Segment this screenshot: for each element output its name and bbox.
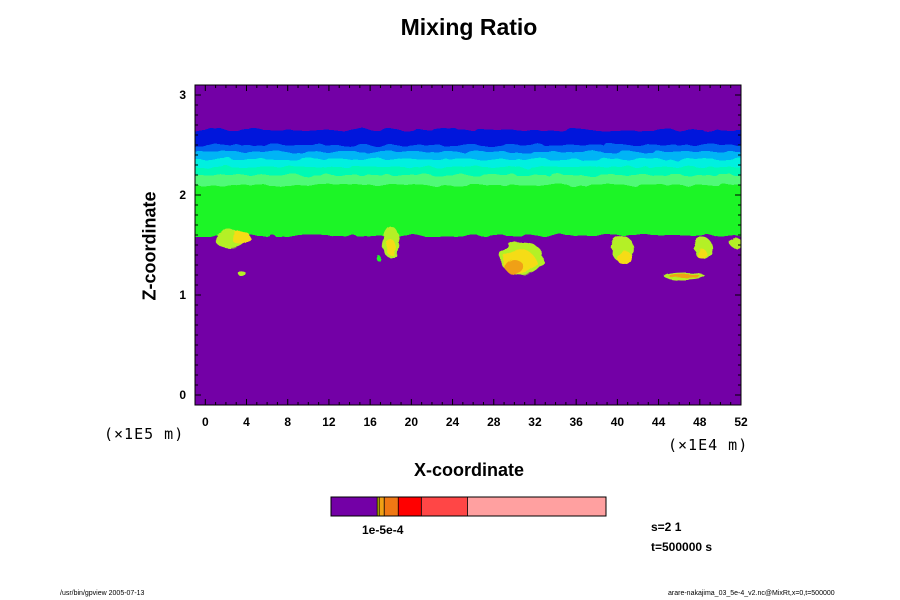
cloud-blob <box>237 270 245 276</box>
heatmap-field <box>195 85 741 405</box>
y-tick-label: 3 <box>179 88 186 102</box>
x-tick-label: 36 <box>569 415 583 429</box>
colorbar-segment <box>384 497 399 516</box>
colorbar <box>330 496 607 517</box>
x-tick-label: 44 <box>652 415 666 429</box>
info-t: t=500000 s <box>651 540 713 554</box>
footer-right: arare-nakajima_03_5e-4_v2.nc@MixRt,x=0,t… <box>668 590 835 597</box>
x-tick-label: 24 <box>446 415 460 429</box>
x-tick-label: 16 <box>363 415 377 429</box>
y-tick-label: 2 <box>179 188 186 202</box>
x-scale-label: (×1E4 m) <box>668 436 749 454</box>
cloud-blob <box>617 251 632 265</box>
x-tick-label: 20 <box>405 415 419 429</box>
y-axis-label: Z-coordinate <box>139 191 160 301</box>
x-tick-label: 52 <box>734 415 748 429</box>
x-tick-label: 8 <box>284 415 291 429</box>
layer-aqua <box>195 167 741 176</box>
layer-upper-top <box>195 85 741 131</box>
cloud-blob <box>668 273 700 279</box>
colorbar-frame <box>330 496 607 517</box>
footer-left: /usr/bin/gpview 2005-07-13 <box>60 590 145 597</box>
colorbar-label: 1e-5e-4 <box>362 523 404 537</box>
y-tick-label: 1 <box>179 288 186 302</box>
layer-blue <box>195 145 741 153</box>
x-tick-label: 32 <box>528 415 542 429</box>
cloud-blob <box>386 239 396 255</box>
x-tick-label: 12 <box>322 415 336 429</box>
y-scale-label: (×1E5 m) <box>104 425 185 443</box>
colorbar-segment <box>379 497 385 516</box>
x-tick-label: 28 <box>487 415 501 429</box>
cloud-blob <box>505 260 524 274</box>
cloud-blob <box>696 249 708 259</box>
colorbar-segment <box>398 497 422 516</box>
layer-bands <box>195 85 741 236</box>
layer-sky <box>195 152 741 160</box>
info-s: s=2 1 <box>651 520 682 534</box>
layer-dark-blue <box>195 130 741 146</box>
colorbar-segment <box>421 497 468 516</box>
layer-cyan <box>195 159 741 168</box>
x-tick-label: 0 <box>202 415 209 429</box>
colorbar-segment <box>377 497 380 516</box>
layer-green <box>195 185 741 236</box>
cloud-blobs <box>215 226 741 280</box>
x-tick-label: 4 <box>243 415 250 429</box>
cloud-blob <box>232 231 251 245</box>
cloud-blob <box>729 238 741 248</box>
x-tick-label: 40 <box>611 415 625 429</box>
layer-light-green <box>195 175 741 186</box>
x-axis-label: X-coordinate <box>413 460 524 480</box>
colorbar-segment <box>331 497 378 516</box>
colorbar-segment <box>467 497 606 516</box>
y-tick-label: 0 <box>179 388 186 402</box>
x-tick-label: 48 <box>693 415 707 429</box>
chart-title: Mixing Ratio <box>400 14 538 40</box>
cloud-blob <box>376 255 381 261</box>
